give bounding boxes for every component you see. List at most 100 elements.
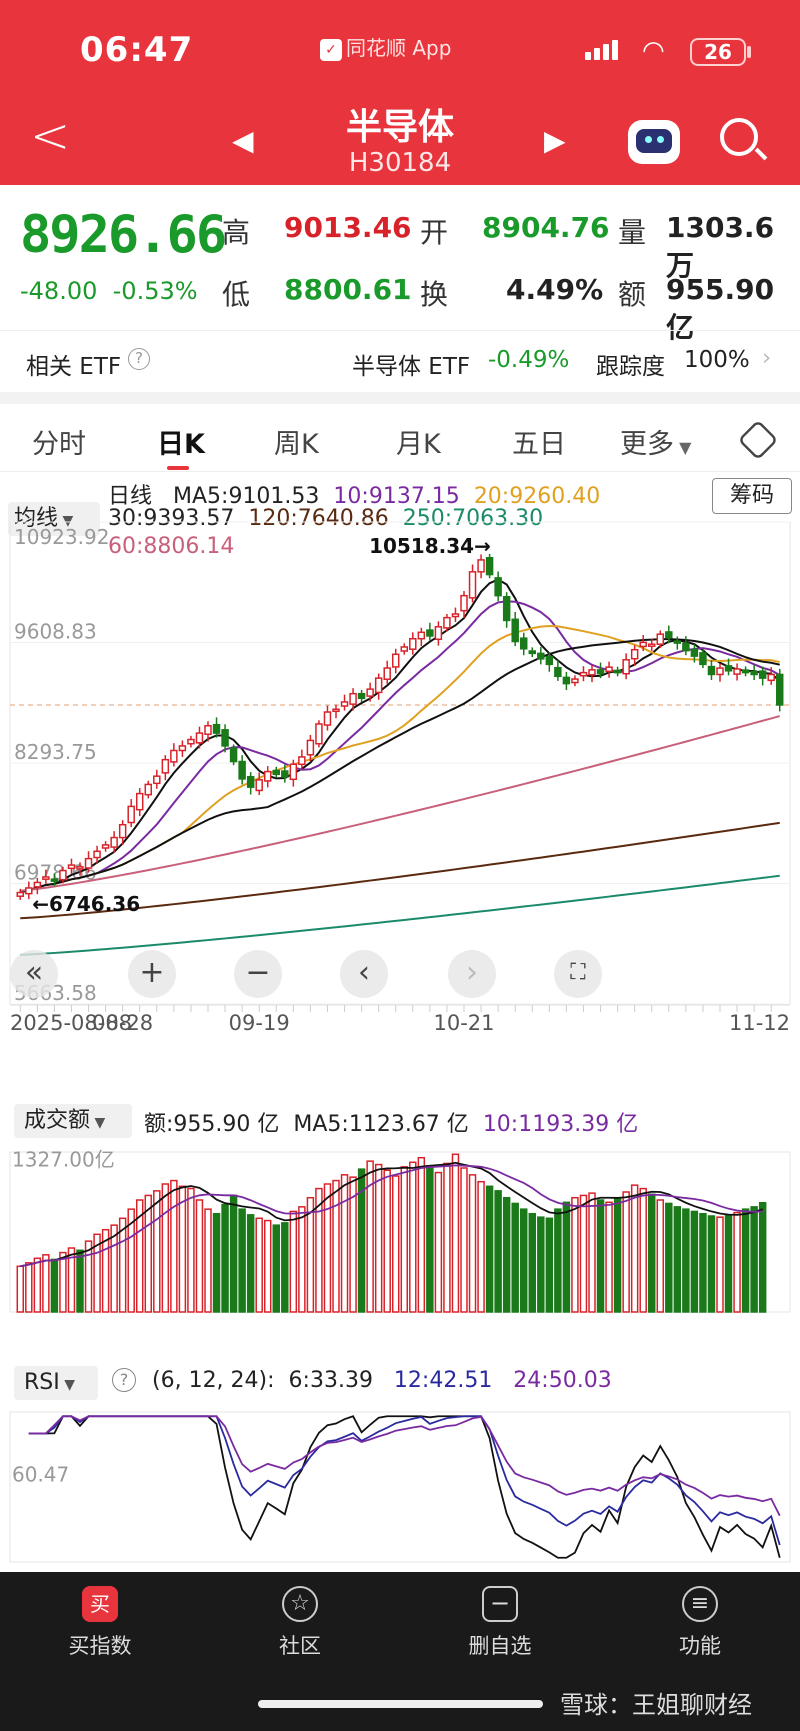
candle-up xyxy=(33,881,42,888)
related-etf-row[interactable]: 相关 ETF ? 半导体 ETF -0.49% 跟踪度 100% › xyxy=(0,330,800,390)
candle-down xyxy=(613,669,622,674)
collapse-left-button[interactable]: « xyxy=(10,950,58,998)
tab-monthly-k[interactable]: 月K xyxy=(396,429,441,460)
volume-bar-up xyxy=(366,1160,374,1313)
legend-ma120: 120:7640.86 xyxy=(248,506,389,531)
candle-down xyxy=(758,670,767,679)
nav-buy-index[interactable]: 买买指数 xyxy=(40,1586,160,1660)
candle-down xyxy=(699,652,707,666)
volume-selector[interactable]: 成交额 ▼ xyxy=(14,1104,132,1138)
back-button[interactable]: < xyxy=(30,108,71,164)
volume-bar-down xyxy=(502,1196,511,1313)
etf-change: -0.49% xyxy=(488,347,570,373)
candle-down xyxy=(357,692,366,700)
volume-bar-up xyxy=(349,1176,357,1313)
low-value: 8800.61 xyxy=(284,273,412,306)
signal-icon xyxy=(585,40,621,60)
candle-up xyxy=(579,671,588,677)
pan-right-button[interactable]: › xyxy=(448,950,496,998)
volume-bar-down xyxy=(229,1194,238,1313)
volume-bar-down xyxy=(673,1206,682,1313)
settings-icon[interactable] xyxy=(737,419,779,461)
x-tick-label: 2025-08-08 xyxy=(10,1011,132,1035)
ma-legend-row2: 30:9393.57 120:7640.86 250:7063.30 xyxy=(108,506,543,531)
tab-daily-k[interactable]: 日K xyxy=(157,429,205,460)
rsi-help-icon[interactable]: ? xyxy=(112,1368,136,1392)
help-icon[interactable]: ? xyxy=(128,348,150,370)
candle-down xyxy=(545,655,554,666)
volume-value: 1303.6万 xyxy=(666,211,775,282)
chip-button[interactable]: 筹码 xyxy=(712,478,792,514)
assistant-robot-icon[interactable] xyxy=(628,120,680,164)
functions-icon: ≡ xyxy=(682,1586,718,1622)
tab-more[interactable]: 更多 ▼ xyxy=(620,422,691,461)
change-value: -48.00 xyxy=(20,277,98,305)
candle-down xyxy=(238,760,246,780)
period-tabs: 分时 日K 周K 月K 五日 更多 ▼ xyxy=(0,404,800,472)
next-index-button[interactable]: ▶ xyxy=(544,124,566,157)
volume-bar-up xyxy=(59,1251,67,1313)
volume-bar-down xyxy=(494,1190,502,1313)
volume-bar-down xyxy=(238,1208,246,1313)
volume-bar-down xyxy=(519,1208,528,1313)
legend-ma250: 250:7063.30 xyxy=(402,506,544,531)
candle-up xyxy=(767,673,775,682)
nav-remove-watchlist[interactable]: − 删自选 xyxy=(440,1586,560,1660)
nav-functions[interactable]: ≡ 功能 xyxy=(640,1586,760,1660)
fullscreen-button[interactable]: ⛶ xyxy=(554,950,602,998)
candle-up xyxy=(656,633,665,645)
candle-up xyxy=(622,659,630,675)
volume-bar-down xyxy=(212,1212,221,1313)
zoom-out-button[interactable]: − xyxy=(234,950,282,998)
candle-down xyxy=(775,673,784,706)
candle-up xyxy=(315,723,323,745)
candle-down xyxy=(494,577,502,597)
candle-down xyxy=(502,596,511,622)
prev-index-button[interactable]: ◀ xyxy=(232,124,254,157)
volume-bar-up xyxy=(263,1219,272,1313)
pan-left-button[interactable]: ‹ xyxy=(340,950,388,998)
status-time: 06:47 xyxy=(80,30,194,70)
volume-bar-up xyxy=(477,1180,485,1313)
tab-intraday[interactable]: 分时 xyxy=(32,429,86,460)
candle-down xyxy=(724,665,733,672)
volume-bar-down xyxy=(281,1222,289,1313)
ma-selector[interactable]: 均线 ▼ xyxy=(8,502,100,536)
volume-bar-up xyxy=(716,1216,724,1313)
rsi-plot-border xyxy=(9,1411,791,1563)
quote-panel: 8926.66 -48.00 -0.53% 高 9013.46 开 8904.7… xyxy=(0,185,800,344)
tab-weekly-k[interactable]: 周K xyxy=(274,429,319,460)
volume-bar-up xyxy=(588,1192,596,1313)
candle-up xyxy=(588,669,596,676)
rsi24-value: 24:50.03 xyxy=(513,1368,612,1393)
legend-period: 日线 xyxy=(108,484,153,509)
ma10-line xyxy=(20,600,781,894)
volume-bar-up xyxy=(25,1262,33,1313)
volume-bar-up xyxy=(255,1217,263,1313)
nav-buy-index-label: 买指数 xyxy=(68,1634,132,1658)
volume-bar-up xyxy=(733,1211,741,1313)
volume-bar-down xyxy=(665,1202,673,1313)
volume-bar-up xyxy=(409,1161,417,1313)
volume-bar-up xyxy=(639,1187,647,1313)
candle-up xyxy=(630,648,639,660)
volume-bar-up xyxy=(630,1184,639,1313)
zoom-in-button[interactable]: + xyxy=(128,950,176,998)
nav-community[interactable]: ☆ 社区 xyxy=(240,1586,360,1660)
candle-up xyxy=(443,616,451,629)
search-icon[interactable] xyxy=(720,118,758,156)
tab-five-day[interactable]: 五日 xyxy=(512,429,566,460)
volume-bar-down xyxy=(221,1203,229,1313)
volume-bar-down xyxy=(690,1210,699,1313)
volume-bar-up xyxy=(332,1179,340,1313)
candle-up xyxy=(639,641,647,648)
rsi-selector[interactable]: RSI ▼ xyxy=(14,1366,98,1400)
community-icon: ☆ xyxy=(282,1586,318,1622)
kline-svg[interactable]: 10923.929608.838293.756978.665663.581051… xyxy=(0,472,800,1572)
rsi-selector-label: RSI xyxy=(24,1370,60,1395)
candle-up xyxy=(16,891,25,897)
candle-up xyxy=(135,792,144,811)
volume-ma10-line xyxy=(20,1164,763,1268)
x-tick-label: 08-28 xyxy=(92,1011,153,1035)
volume-bar-up xyxy=(161,1183,170,1313)
